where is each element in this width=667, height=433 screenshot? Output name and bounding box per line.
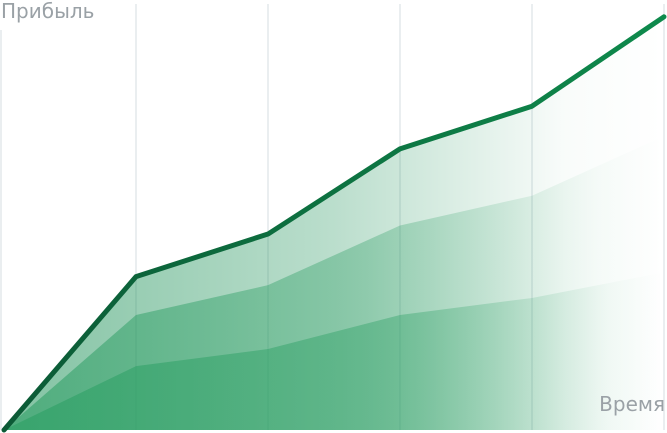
y-axis-label: Прибыль <box>1 0 94 23</box>
line-series <box>1 14 667 433</box>
area-series-2 <box>4 272 664 430</box>
area-series <box>4 16 664 431</box>
x-axis-label: Время <box>599 392 665 416</box>
main-series-line <box>1 14 667 433</box>
